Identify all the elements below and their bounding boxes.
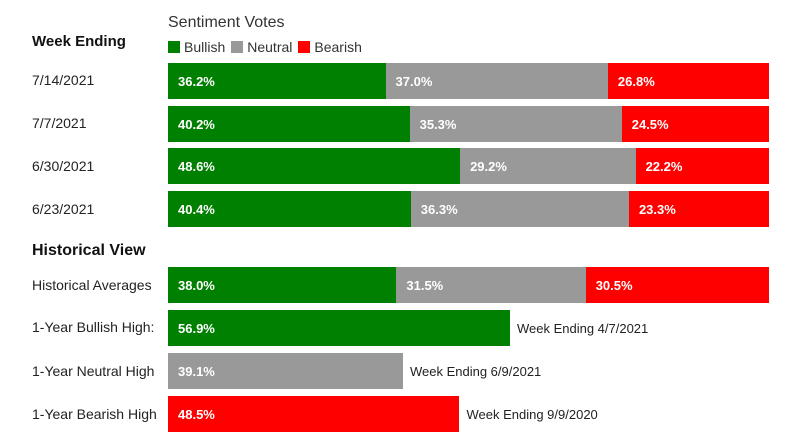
legend-swatch-neutral (231, 41, 244, 53)
high-row-label-bearish: 1-Year Bearish High (32, 406, 157, 422)
bar-segment-bearish: 48.5% (168, 396, 460, 432)
bar-segment-bullish: 48.6% (168, 148, 461, 184)
bar-segment-neutral: 31.5% (396, 267, 586, 303)
historical-view-heading: Historical View (32, 242, 146, 259)
week-bar: 40.4% 36.3% 23.3% (168, 191, 769, 227)
legend-item-bullish: Bullish (168, 39, 225, 55)
legend-label-bearish: Bearish (314, 39, 362, 55)
bar-segment-bearish: 22.2% (635, 148, 769, 184)
bar-segment-neutral: 36.3% (410, 191, 629, 227)
bar-segment-neutral: 39.1% (168, 353, 403, 389)
legend-label-bullish: Bullish (184, 39, 226, 55)
bar-segment-bearish: 30.5% (585, 267, 769, 303)
high-note-bullish: Week Ending 4/7/2021 (516, 320, 649, 336)
bar-segment-bullish: 56.9% (168, 310, 510, 346)
historical-averages-bar: 38.0% 31.5% 30.5% (168, 267, 769, 303)
week-ending-heading: Week Ending (32, 33, 126, 50)
bar-segment-bullish: 36.2% (168, 63, 386, 99)
legend-label-neutral: Neutral (247, 39, 293, 55)
bar-segment-neutral: 37.0% (385, 63, 608, 99)
week-row-label: 6/30/2021 (32, 158, 95, 174)
week-bar: 36.2% 37.0% 26.8% (168, 63, 769, 99)
bar-segment-bullish: 38.0% (168, 267, 397, 303)
legend-item-bearish: Bearish (298, 39, 362, 55)
week-row-label: 7/7/2021 (32, 115, 87, 131)
bar-segment-bearish: 26.8% (607, 63, 769, 99)
week-bar: 48.6% 29.2% 22.2% (168, 148, 769, 184)
bar-segment-bearish: 24.5% (621, 106, 769, 142)
week-bar: 40.2% 35.3% 24.5% (168, 106, 769, 142)
bar-segment-neutral: 35.3% (409, 106, 622, 142)
high-bar-bearish: 48.5% Week Ending 9/9/2020 (168, 396, 769, 432)
legend-swatch-bearish (298, 41, 311, 53)
historical-averages-label: Historical Averages (32, 277, 152, 293)
high-row-label-bullish: 1-Year Bullish High: (32, 319, 155, 335)
bar-segment-bullish: 40.4% (168, 191, 411, 227)
bar-segment-bearish: 23.3% (628, 191, 769, 227)
legend: Bullish Neutral Bearish (168, 39, 368, 55)
week-row-label: 7/14/2021 (32, 72, 95, 88)
week-row-label: 6/23/2021 (32, 201, 95, 217)
high-note-bearish: Week Ending 9/9/2020 (466, 406, 598, 422)
high-bar-neutral: 39.1% Week Ending 6/9/2021 (168, 353, 769, 389)
high-bar-bullish: 56.9% Week Ending 4/7/2021 (168, 310, 769, 346)
legend-title: Sentiment Votes (168, 14, 285, 31)
high-note-neutral: Week Ending 6/9/2021 (409, 363, 542, 379)
bar-segment-bullish: 40.2% (168, 106, 410, 142)
legend-item-neutral: Neutral (231, 39, 292, 55)
high-row-label-neutral: 1-Year Neutral High (32, 363, 155, 379)
bar-segment-neutral: 29.2% (460, 148, 636, 184)
legend-swatch-bullish (168, 41, 180, 53)
